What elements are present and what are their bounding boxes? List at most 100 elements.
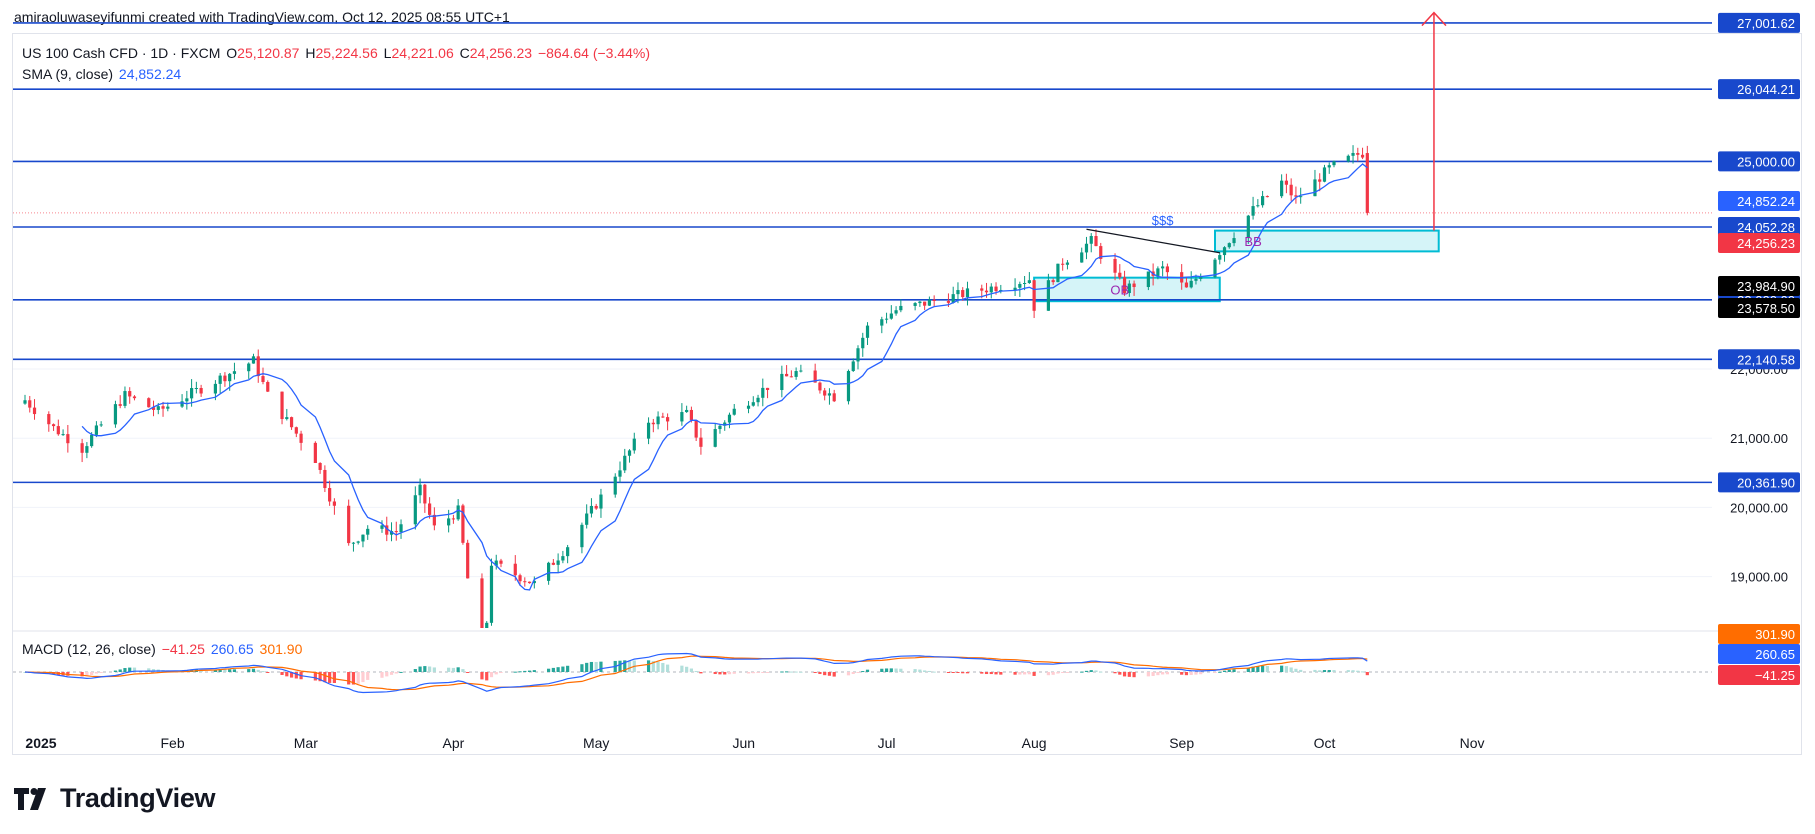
- price-axis: 19,000.0020,000.0021,000.0022,000.0027,0…: [1718, 12, 1800, 685]
- macd-histogram-bar: [313, 672, 317, 681]
- macd-histogram-bar: [799, 671, 803, 673]
- macd-histogram-bar: [361, 672, 365, 683]
- high-value: 25,224.56: [315, 45, 378, 61]
- candle-body: [785, 373, 789, 377]
- macd-histogram-bar: [389, 672, 394, 675]
- candle-body: [232, 371, 237, 374]
- macd-histogram-bar: [599, 661, 603, 672]
- level-price-label: 25,000.00: [1737, 154, 1795, 169]
- candle-body: [151, 407, 156, 410]
- macd-histogram-bar: [713, 672, 717, 675]
- candle-body: [247, 363, 251, 372]
- candle-body: [280, 391, 284, 420]
- candle-body: [1299, 196, 1303, 198]
- sma-line: [81, 163, 1368, 591]
- macd-axis-label-bg: [1718, 665, 1800, 685]
- grid-lines: [13, 212, 1800, 632]
- macd-histogram-bar: [851, 672, 855, 674]
- candle-body: [618, 470, 622, 477]
- candle-body: [147, 398, 151, 408]
- macd-histogram-bar: [228, 669, 232, 672]
- candle-body: [1046, 280, 1050, 311]
- macd-histogram-bar: [656, 661, 660, 672]
- candle-body: [723, 422, 727, 426]
- candle-body: [651, 422, 655, 425]
- candle-body: [913, 303, 917, 306]
- candle-body: [485, 622, 489, 628]
- time-tick: Sep: [1169, 735, 1194, 751]
- macd-histogram-bar: [846, 672, 851, 676]
- candle-body: [466, 542, 470, 579]
- price-tick: 21,000.00: [1730, 431, 1788, 446]
- candle-body: [366, 528, 370, 535]
- candle-body: [423, 484, 427, 504]
- macd-histogram-bar: [527, 670, 532, 672]
- candle-body: [56, 426, 60, 435]
- candle-body: [1332, 161, 1336, 166]
- macd-histogram-bar: [1027, 672, 1031, 675]
- candle-body: [561, 556, 565, 561]
- macd-histogram-bar: [556, 667, 560, 672]
- macd-histogram-bar: [813, 672, 817, 673]
- macd-histogram-bar: [1194, 672, 1198, 675]
- macd-histogram-bar: [918, 669, 922, 672]
- candle-body: [128, 391, 132, 397]
- candle-body: [1246, 215, 1250, 239]
- macd-histogram-bar: [618, 660, 622, 672]
- time-axis: 2025 Feb Mar Apr May Jun Jul Aug Sep Oct Nov: [25, 735, 1484, 751]
- macd-histogram-bar: [580, 664, 584, 672]
- time-tick: Nov: [1460, 735, 1485, 751]
- candle-body: [918, 301, 922, 304]
- candle-body: [856, 348, 860, 362]
- candle-body: [80, 443, 84, 453]
- macd-hist-value: −41.25: [161, 641, 205, 657]
- candle-body: [1232, 238, 1236, 244]
- macd-histogram-bar: [1184, 672, 1189, 676]
- macd-histogram-bar: [256, 669, 260, 672]
- macd-histogram-bar: [456, 667, 460, 672]
- candle-body: [1013, 287, 1017, 290]
- candle-body: [299, 433, 303, 443]
- macd-histogram-bar: [689, 668, 693, 672]
- candle-body: [456, 505, 460, 520]
- macd-histogram-bar: [1289, 667, 1293, 672]
- level-price-label-bg: [1718, 217, 1800, 237]
- candle-body: [956, 290, 960, 295]
- level-price-label-bg: [1718, 79, 1800, 100]
- close-label: C: [459, 45, 470, 61]
- macd-histogram-bar: [1084, 670, 1089, 672]
- open-label: O: [226, 45, 238, 61]
- candle-body: [1146, 271, 1150, 288]
- macd-histogram-bar: [818, 672, 822, 675]
- candle-body: [761, 387, 765, 398]
- low-label: L: [383, 45, 392, 61]
- candle-body: [1280, 180, 1284, 197]
- macd-histogram-bar: [513, 671, 517, 673]
- macd-histogram-bar: [518, 671, 522, 673]
- candle-body: [532, 580, 536, 584]
- macd-histogram-bar: [861, 671, 865, 673]
- candle-body: [199, 387, 203, 394]
- macd-histogram-bar: [984, 672, 989, 675]
- candle-body: [494, 560, 498, 566]
- candle-body: [632, 438, 636, 451]
- macd-histogram-bar: [332, 672, 336, 683]
- candle-body: [1213, 259, 1217, 278]
- candle-body: [794, 371, 798, 377]
- macd-histogram-bar: [832, 672, 836, 677]
- candle-body: [356, 541, 360, 543]
- macd-histogram-bar: [461, 669, 465, 672]
- macd-histogram-bar: [585, 662, 589, 672]
- candle-body: [1080, 252, 1084, 263]
- candle-body: [865, 325, 870, 338]
- candle-body: [613, 476, 617, 495]
- macd-histogram-bar: [1122, 672, 1127, 677]
- brand-name: TradingView: [60, 783, 216, 813]
- candle-body: [323, 469, 327, 489]
- candle-body: [1322, 167, 1327, 182]
- candle-body: [1056, 263, 1060, 283]
- candle-body: [194, 387, 198, 389]
- candle-body: [880, 319, 884, 326]
- macd-histogram-bar: [80, 672, 84, 677]
